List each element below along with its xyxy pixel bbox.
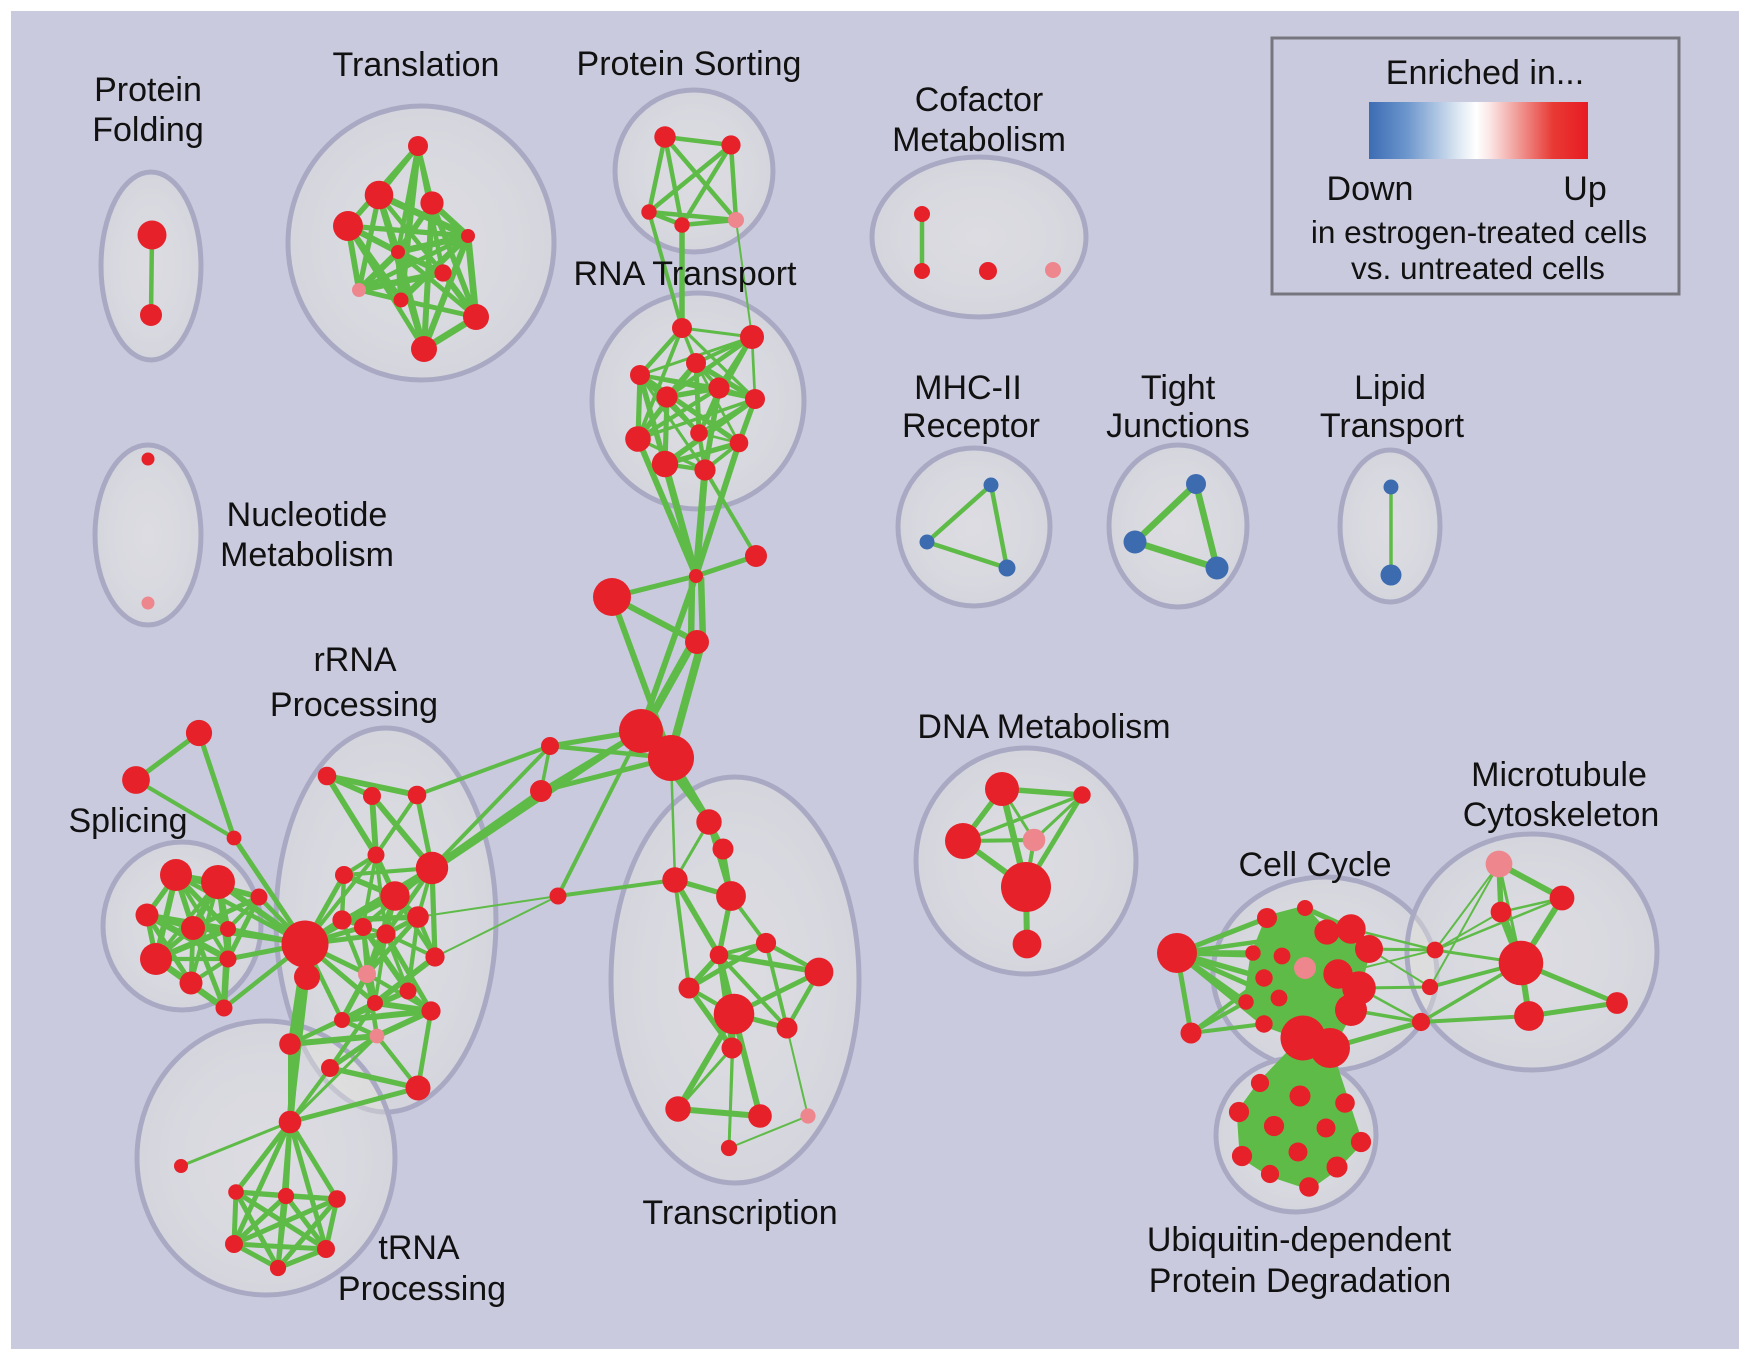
svg-text:Transport: Transport bbox=[1320, 407, 1465, 445]
svg-text:Metabolism: Metabolism bbox=[892, 121, 1066, 159]
svg-text:vs. untreated cells: vs. untreated cells bbox=[1351, 250, 1605, 286]
svg-text:Translation: Translation bbox=[333, 46, 500, 84]
svg-text:rRNA: rRNA bbox=[313, 641, 396, 679]
svg-text:Microtubule: Microtubule bbox=[1471, 756, 1647, 794]
svg-text:Protein Sorting: Protein Sorting bbox=[577, 45, 802, 83]
svg-text:Splicing: Splicing bbox=[68, 802, 187, 840]
svg-text:Down: Down bbox=[1327, 170, 1414, 208]
svg-text:Protein: Protein bbox=[94, 71, 202, 109]
svg-text:Metabolism: Metabolism bbox=[220, 536, 394, 574]
svg-text:Up: Up bbox=[1563, 170, 1606, 208]
svg-text:DNA Metabolism: DNA Metabolism bbox=[917, 708, 1170, 746]
svg-text:Lipid: Lipid bbox=[1354, 369, 1426, 407]
svg-text:Transcription: Transcription bbox=[642, 1194, 837, 1232]
svg-text:Folding: Folding bbox=[92, 111, 204, 149]
svg-text:Cofactor: Cofactor bbox=[915, 81, 1044, 119]
svg-text:Processing: Processing bbox=[270, 686, 438, 724]
svg-text:in estrogen-treated cells: in estrogen-treated cells bbox=[1311, 214, 1647, 250]
svg-text:Ubiquitin-dependent: Ubiquitin-dependent bbox=[1147, 1221, 1452, 1259]
svg-text:tRNA: tRNA bbox=[378, 1229, 460, 1267]
svg-text:Junctions: Junctions bbox=[1106, 407, 1250, 445]
svg-text:Protein Degradation: Protein Degradation bbox=[1149, 1262, 1451, 1300]
svg-text:Cytoskeleton: Cytoskeleton bbox=[1463, 796, 1660, 834]
svg-text:Processing: Processing bbox=[338, 1270, 506, 1308]
svg-text:MHC-II: MHC-II bbox=[914, 369, 1022, 407]
svg-text:Enriched in...: Enriched in... bbox=[1386, 54, 1584, 92]
svg-text:Cell Cycle: Cell Cycle bbox=[1238, 846, 1391, 884]
svg-text:RNA Transport: RNA Transport bbox=[574, 255, 798, 293]
svg-text:Nucleotide: Nucleotide bbox=[227, 496, 388, 534]
svg-text:Tight: Tight bbox=[1141, 369, 1216, 407]
svg-text:Receptor: Receptor bbox=[902, 407, 1040, 445]
